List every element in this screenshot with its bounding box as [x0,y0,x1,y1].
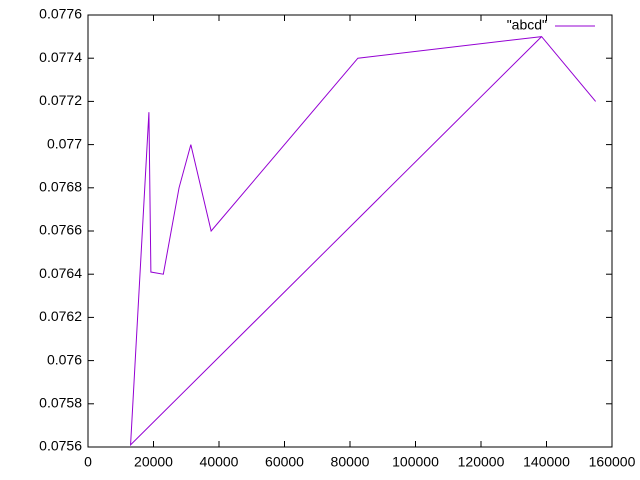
x-tick-label: 100000 [392,454,439,470]
data-line [130,35,597,447]
y-tick-label: 0.0762 [39,308,82,324]
x-tick-label: 60000 [265,454,304,470]
y-tick-label: 0.0764 [39,265,82,281]
y-tick-label: 0.0756 [39,438,82,454]
y-tick-label: 0.0766 [39,222,82,238]
x-tick-label: 120000 [458,454,505,470]
x-tick-label: 0 [84,454,92,470]
y-tick-label: 0.0758 [39,395,82,411]
legend-label: "abcd" [507,17,547,33]
plot-frame [87,14,613,448]
y-tick-label: 0.0774 [39,49,82,65]
y-tick-label: 0.0776 [39,6,82,22]
x-tick-label: 40000 [200,454,239,470]
y-tick-label: 0.077 [47,135,82,151]
x-tick-label: 20000 [134,454,173,470]
x-tick-label: 140000 [523,454,570,470]
y-tick-label: 0.0768 [39,179,82,195]
x-tick-label: 80000 [331,454,370,470]
x-tick-label: 160000 [589,454,636,470]
y-tick-label: 0.0772 [39,92,82,108]
y-tick-label: 0.076 [47,351,82,367]
